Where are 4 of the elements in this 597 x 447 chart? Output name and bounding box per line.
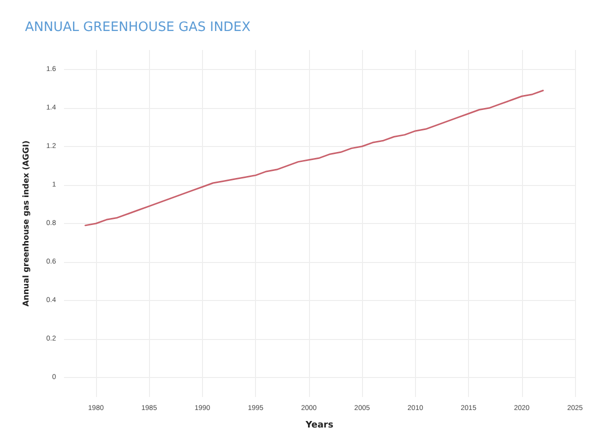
- chart-title: ANNUAL GREENHOUSE GAS INDEX: [25, 20, 251, 35]
- line-series: [84, 90, 544, 226]
- y-axis-title: Annual greenhouse gas index (AGGI): [22, 140, 30, 307]
- x-axis-title: Years: [304, 420, 334, 430]
